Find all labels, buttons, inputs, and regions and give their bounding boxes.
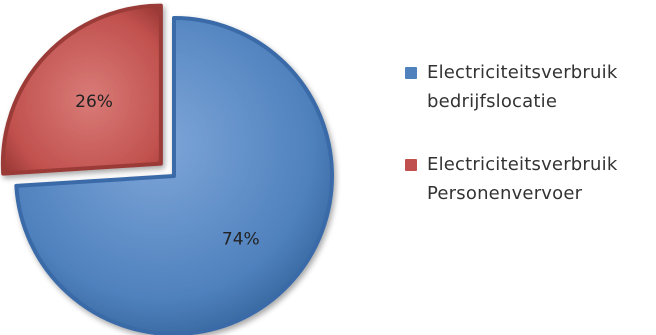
legend-label: Electriciteitsverbruik bedrijfslocatie [427, 58, 650, 116]
data-label-personenvervoer: 26% [75, 92, 113, 112]
legend-item-personenvervoer: Electriciteitsverbruik Personenvervoer [405, 150, 650, 208]
data-label-bedrijfslocatie: 74% [222, 230, 260, 250]
legend-label-line2: bedrijfslocatie [427, 91, 558, 112]
pie-slices [0, 3, 334, 335]
pie-data-labels: 74% 26% [75, 92, 260, 250]
legend-swatch-red [405, 159, 417, 171]
legend-item-bedrijfslocatie: Electriciteitsverbruik bedrijfslocatie [405, 58, 650, 116]
legend-swatch-blue [405, 67, 417, 79]
legend-label: Electriciteitsverbruik Personenvervoer [427, 150, 650, 208]
legend-label-line1: Electriciteitsverbruik [427, 154, 618, 175]
legend-label-line2: Personenvervoer [427, 183, 583, 204]
legend-label-line1: Electriciteitsverbruik [427, 62, 618, 83]
pie-slice-bedrijfslocatie [14, 16, 334, 335]
pie-slice-personenvervoer [0, 3, 163, 176]
legend: Electriciteitsverbruik bedrijfslocatie E… [405, 58, 650, 242]
